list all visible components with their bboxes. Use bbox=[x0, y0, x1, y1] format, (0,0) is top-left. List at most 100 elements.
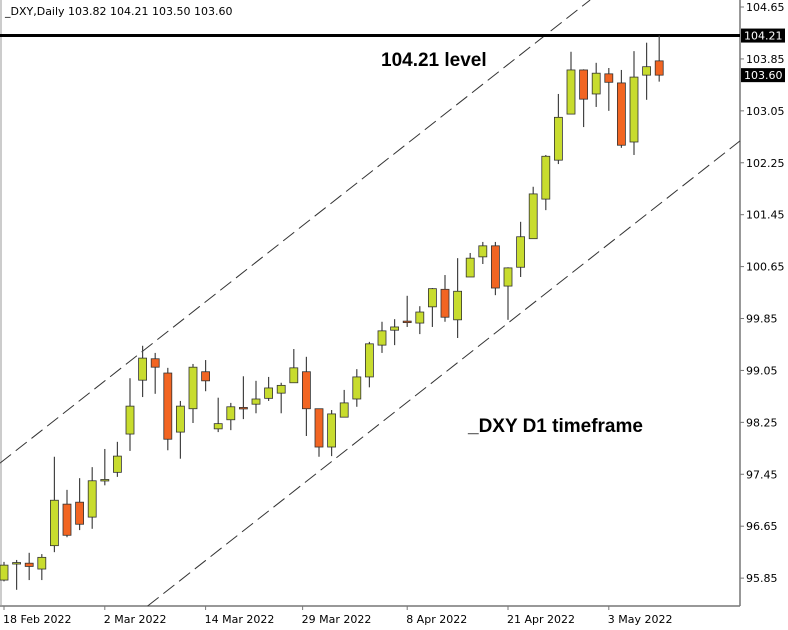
candle bbox=[390, 319, 400, 346]
y-tick-label: 97.45 bbox=[746, 468, 778, 481]
y-tick-label: 99.85 bbox=[746, 313, 778, 326]
candle-body bbox=[12, 562, 22, 565]
candle-body bbox=[440, 288, 450, 318]
candle-body bbox=[352, 376, 362, 400]
candle bbox=[566, 51, 576, 115]
candle-body bbox=[541, 155, 551, 200]
candle-body bbox=[566, 69, 576, 115]
candle-body bbox=[75, 501, 84, 525]
candle-body bbox=[617, 82, 626, 146]
x-tick-label: 14 Mar 2022 bbox=[205, 613, 275, 626]
candle-body bbox=[150, 358, 160, 368]
price-marker-box bbox=[741, 68, 785, 83]
candle bbox=[163, 367, 173, 451]
candle bbox=[276, 382, 286, 414]
candle bbox=[642, 42, 651, 100]
candle-body bbox=[490, 245, 500, 289]
y-tick-label: 104.65 bbox=[746, 1, 785, 14]
candle bbox=[226, 402, 236, 431]
x-tick-label: 21 Apr 2022 bbox=[507, 613, 575, 626]
candle-body bbox=[465, 257, 475, 278]
x-tick-label: 29 Mar 2022 bbox=[302, 613, 372, 626]
candle-body bbox=[629, 76, 639, 143]
candle-body bbox=[339, 402, 349, 418]
plot-area bbox=[0, 0, 741, 607]
candle-body bbox=[238, 407, 248, 410]
price-marker-box bbox=[741, 28, 785, 43]
candle-body bbox=[0, 564, 9, 581]
x-tick-label: 18 Feb 2022 bbox=[3, 613, 71, 626]
candle-body bbox=[516, 236, 525, 268]
candle bbox=[0, 561, 9, 582]
candle bbox=[579, 69, 588, 128]
candle bbox=[528, 186, 538, 240]
candle bbox=[175, 400, 185, 459]
y-tick-label: 103.85 bbox=[746, 53, 785, 66]
y-tick-label: 99.05 bbox=[746, 364, 778, 377]
y-tick-label: 103.05 bbox=[746, 105, 785, 118]
candle bbox=[37, 554, 47, 581]
candle-body bbox=[276, 384, 286, 394]
candle bbox=[264, 376, 274, 401]
candle bbox=[24, 552, 34, 581]
candle-body bbox=[62, 503, 72, 536]
candle bbox=[516, 221, 525, 277]
candle-body bbox=[579, 69, 588, 100]
candle-body bbox=[138, 357, 148, 381]
candle-body bbox=[528, 193, 538, 240]
candle-body bbox=[604, 73, 614, 83]
candle-body bbox=[327, 413, 337, 448]
x-tick-label: 2 Mar 2022 bbox=[104, 613, 167, 626]
candle bbox=[201, 360, 211, 392]
candle bbox=[629, 51, 639, 155]
candle-body bbox=[415, 311, 425, 324]
candle bbox=[213, 397, 223, 433]
candle-body bbox=[251, 398, 261, 405]
candle bbox=[541, 154, 551, 211]
candle bbox=[314, 408, 324, 457]
candle bbox=[12, 559, 22, 590]
y-tick-label: 98.25 bbox=[746, 416, 778, 429]
candle bbox=[465, 252, 475, 278]
candle-body bbox=[427, 288, 437, 308]
candle bbox=[415, 306, 425, 335]
candle-body bbox=[213, 423, 223, 430]
candle bbox=[617, 69, 626, 148]
y-tick-label: 95.85 bbox=[746, 572, 778, 585]
candle-body bbox=[390, 326, 400, 331]
candle-body bbox=[24, 562, 34, 567]
candle-body bbox=[453, 290, 463, 321]
candle-body bbox=[654, 60, 664, 76]
y-tick-label: 100.65 bbox=[746, 261, 785, 274]
candle-body bbox=[163, 372, 173, 440]
candle-body bbox=[503, 267, 513, 287]
candle bbox=[289, 349, 299, 384]
annotation-timeframe: _DXY D1 timeframe bbox=[467, 416, 643, 437]
candle-body bbox=[226, 406, 236, 421]
candle-body bbox=[188, 366, 198, 410]
chart-title: _DXY,Daily 103.82 104.21 103.50 103.60 bbox=[4, 5, 233, 18]
price-marker-label: 104.21 bbox=[744, 30, 783, 43]
candle-body bbox=[554, 116, 563, 161]
candle bbox=[251, 380, 261, 414]
candle bbox=[113, 441, 122, 477]
x-tick-label: 3 May 2022 bbox=[608, 613, 673, 626]
candle-body bbox=[50, 499, 59, 547]
candle-body bbox=[37, 556, 47, 570]
candle-body bbox=[100, 479, 110, 482]
candle-body bbox=[264, 387, 274, 399]
candle bbox=[591, 62, 601, 107]
candle bbox=[138, 345, 148, 398]
candle bbox=[377, 321, 387, 353]
price-marker-label: 103.60 bbox=[744, 69, 783, 82]
channel-upper-line bbox=[0, 0, 591, 464]
candle-body bbox=[87, 480, 97, 518]
candle bbox=[654, 35, 664, 82]
candle bbox=[327, 410, 337, 457]
candle bbox=[50, 456, 59, 553]
candle bbox=[490, 241, 500, 296]
candle bbox=[440, 275, 450, 322]
candle-body bbox=[125, 405, 135, 435]
candle bbox=[352, 369, 362, 407]
